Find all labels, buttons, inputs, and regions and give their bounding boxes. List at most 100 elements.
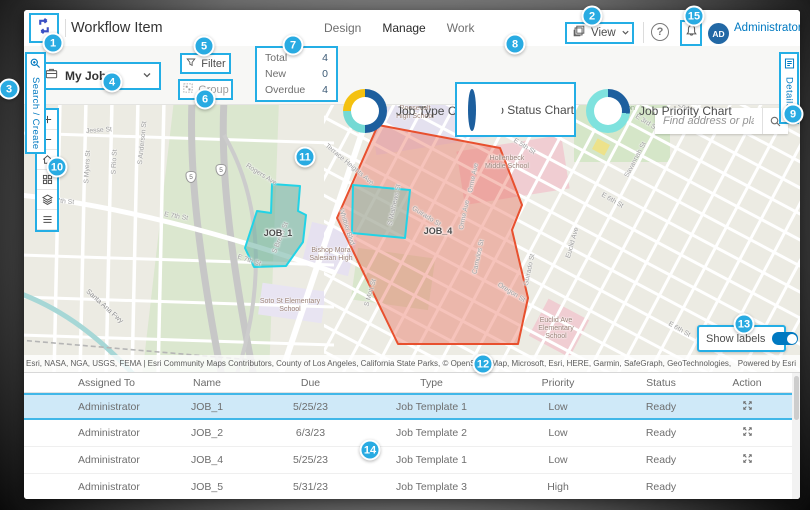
stat-label: New <box>265 67 287 80</box>
show-labels-control: Show labels <box>697 325 799 352</box>
table-row-job_1[interactable]: Administrator JOB_1 5/25/23 Job Template 1 L… <box>24 393 792 420</box>
map-label: S Anderson St <box>136 120 149 165</box>
map-label: Guirado St <box>410 205 442 229</box>
header-divider <box>643 22 644 43</box>
column-header-due[interactable]: Due <box>300 376 321 389</box>
chart-job-priority-chart[interactable]: Job Priority Chart <box>586 87 732 135</box>
filter-button[interactable]: Filter <box>180 53 231 74</box>
column-header-status[interactable]: Status <box>646 376 676 389</box>
cell-status: Ready <box>645 427 677 439</box>
group-label: Group <box>198 83 229 96</box>
jobs-icon <box>44 66 59 86</box>
stat-row: Overdue 4 <box>265 83 328 98</box>
filter-label: Filter <box>201 57 226 70</box>
view-dropdown[interactable]: View <box>565 22 634 44</box>
donut-chart <box>468 88 502 131</box>
map-label: Hollenbeck Middle School <box>485 154 529 170</box>
view-dropdown-label: View <box>591 27 616 39</box>
app-logo[interactable] <box>29 13 59 43</box>
layers-button[interactable] <box>37 190 57 210</box>
zoom-to-icon <box>742 427 752 436</box>
cell-action <box>702 447 792 473</box>
donut-chart <box>586 89 630 133</box>
column-header-assigned-to[interactable]: Assigned To <box>78 376 136 389</box>
job-polygon-job_4[interactable] <box>336 124 529 345</box>
cell-assigned_to: Administrator <box>78 427 140 439</box>
cell-action <box>702 474 792 499</box>
basemap-icon <box>42 174 52 185</box>
legend-button[interactable] <box>37 210 57 230</box>
zoom-to-job-button[interactable] <box>741 425 754 441</box>
show-labels-toggle[interactable] <box>772 332 799 345</box>
stat-label: Total <box>265 51 288 64</box>
zoom-to-job-button[interactable] <box>741 399 754 415</box>
map-labels-layer: Jesse St S Myers St S Rio St S Anderson St E… <box>24 105 800 372</box>
table-scrollbar[interactable] <box>792 373 800 499</box>
details-icon <box>783 57 796 75</box>
freeway-i5 <box>188 105 225 372</box>
funnel-icon <box>185 56 197 71</box>
job-polygon-job_1[interactable] <box>244 183 307 268</box>
map-label: Santa Ana Fwy <box>84 288 125 325</box>
map-label: E 5th St <box>512 137 537 157</box>
search-input[interactable] <box>655 108 762 134</box>
user-name[interactable]: Administrator <box>734 22 800 34</box>
jobs-list-dropdown[interactable]: My Jobs <box>35 62 161 90</box>
job-polygons-layer[interactable] <box>24 105 800 372</box>
column-header-action[interactable]: Action <box>732 376 762 389</box>
cell-action <box>702 395 792 418</box>
search-create-tab[interactable]: Search / Create <box>25 52 46 154</box>
column-header-type[interactable]: Type <box>420 376 443 389</box>
map-label: Oregon St <box>496 281 527 304</box>
cell-type: Job Template 3 <box>395 481 468 493</box>
cell-priority: Low <box>548 454 568 466</box>
stat-value: 0 <box>322 67 328 80</box>
show-labels-label: Show labels <box>706 332 766 345</box>
chart-job-status-chart[interactable]: Job Status Chart <box>455 82 576 137</box>
cell-name: JOB_5 <box>190 481 224 493</box>
workflow-manager-window: Workflow Item Design Manage Work View ? <box>24 10 800 499</box>
cell-status: Ready <box>645 481 677 493</box>
stat-value: 4 <box>322 83 328 96</box>
zoom-to-job-button[interactable] <box>741 452 754 468</box>
donut-chart <box>343 89 387 133</box>
column-header-priority[interactable]: Priority <box>541 376 575 389</box>
stat-label: Overdue <box>265 83 306 96</box>
map-label: S Myers St <box>83 150 92 184</box>
map-label: Rogers Ave <box>244 162 278 187</box>
cell-assigned_to: Administrator <box>78 454 140 466</box>
search-button[interactable] <box>762 108 788 134</box>
table-row-job_5[interactable]: Administrator JOB_5 5/31/23 Job Template 3 H… <box>24 474 792 499</box>
map-label: Whittier Blvd <box>337 207 356 247</box>
scrollbar-thumb[interactable] <box>793 376 799 420</box>
map[interactable]: Jesse St S Myers St S Rio St S Anderson St E… <box>24 105 800 372</box>
map-label: E 7th St <box>163 211 189 223</box>
job-stats-panel: Total 4 New 0 Overdue 4 <box>255 46 338 102</box>
stat-value: 4 <box>322 51 328 64</box>
donut-hole <box>351 97 379 125</box>
avatar[interactable]: AD <box>708 23 729 44</box>
basemap-button[interactable] <box>37 170 57 190</box>
column-header-name[interactable]: Name <box>192 376 221 389</box>
group-icon <box>182 82 194 97</box>
map-label: Savannah St <box>623 140 648 179</box>
job-label: JOB_1 <box>263 227 293 238</box>
home-icon <box>42 155 52 164</box>
job-aoi-polygon[interactable] <box>351 184 411 239</box>
map-label: Terrace Heights Ave <box>323 142 375 187</box>
nav-item-design[interactable]: Design <box>324 21 362 35</box>
map-search-box <box>655 108 788 134</box>
table-row-job_2[interactable]: Administrator JOB_2 6/3/23 Job Template 2 Lo… <box>24 420 792 447</box>
stat-row: New 0 <box>265 67 328 82</box>
group-button[interactable]: Group <box>178 79 233 100</box>
details-tab[interactable]: Details <box>779 52 799 124</box>
table-row-job_4[interactable]: Administrator JOB_4 5/25/23 Job Template 1 L… <box>24 447 792 474</box>
zoom-to-icon <box>742 454 752 463</box>
nav-item-manage[interactable]: Manage <box>382 21 426 35</box>
notifications-button[interactable] <box>680 20 702 46</box>
charts-row: Job Type Chart Job Status Chart Job Priori… <box>24 46 800 137</box>
jobs-dropdown-value: My Jobs <box>65 69 114 83</box>
help-button[interactable]: ? <box>651 23 669 41</box>
nav-item-work[interactable]: Work <box>446 21 475 35</box>
